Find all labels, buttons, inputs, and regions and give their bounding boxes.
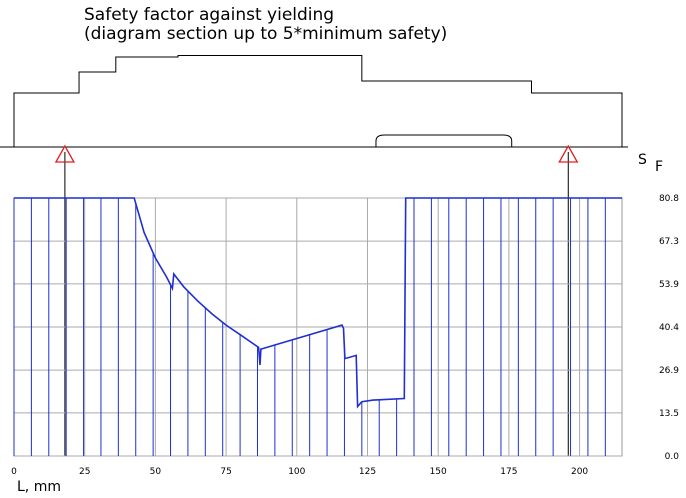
x-tick-label-4: 100 <box>288 467 305 477</box>
x-tick-label-8: 200 <box>571 467 588 477</box>
keyway-slot <box>375 134 513 147</box>
chart-grid <box>13 197 623 457</box>
x-tick-label-7: 175 <box>500 467 517 477</box>
chart-title: Safety factor against yielding <box>84 5 335 25</box>
shaft-outline <box>13 55 623 147</box>
x-tick-label-5: 125 <box>359 467 376 477</box>
safety-curve <box>14 197 622 409</box>
shaft-drawing <box>0 55 628 148</box>
support-triangle-1 <box>558 144 579 163</box>
y-tick-label-1: 13.5 <box>659 409 679 419</box>
support-triangle-0 <box>54 144 76 163</box>
y-tick-label-3: 40.4 <box>659 323 679 333</box>
y-tick-label-5: 67.3 <box>659 237 679 247</box>
x-axis-label: L, mm <box>17 479 61 495</box>
y-tick-label-0: 0.0 <box>665 452 680 462</box>
y-tick-label-2: 26.9 <box>659 366 679 376</box>
y-tick-label-4: 53.9 <box>659 280 679 290</box>
y-tick-label-6: 80.8 <box>659 194 679 204</box>
y-axis-ticks: 0.0 13.5 26.9 40.4 53.9 67.3 80.8 <box>659 194 679 462</box>
x-tick-label-3: 75 <box>220 467 231 477</box>
y-axis-label-subscript: F <box>655 159 663 175</box>
x-tick-label-6: 150 <box>430 467 447 477</box>
bearing-supports <box>54 144 579 456</box>
y-axis-label: S <box>638 152 647 168</box>
chart-subtitle: (diagram section up to 5*minimum safety) <box>84 24 448 44</box>
x-axis-ticks: 0 25 50 75 100 125 150 175 200 <box>11 467 588 477</box>
x-tick-label-1: 25 <box>79 467 90 477</box>
x-tick-label-0: 0 <box>11 467 17 477</box>
safety-series-line <box>14 197 622 409</box>
safety-hatching <box>13 198 606 456</box>
x-tick-label-2: 50 <box>150 467 162 477</box>
